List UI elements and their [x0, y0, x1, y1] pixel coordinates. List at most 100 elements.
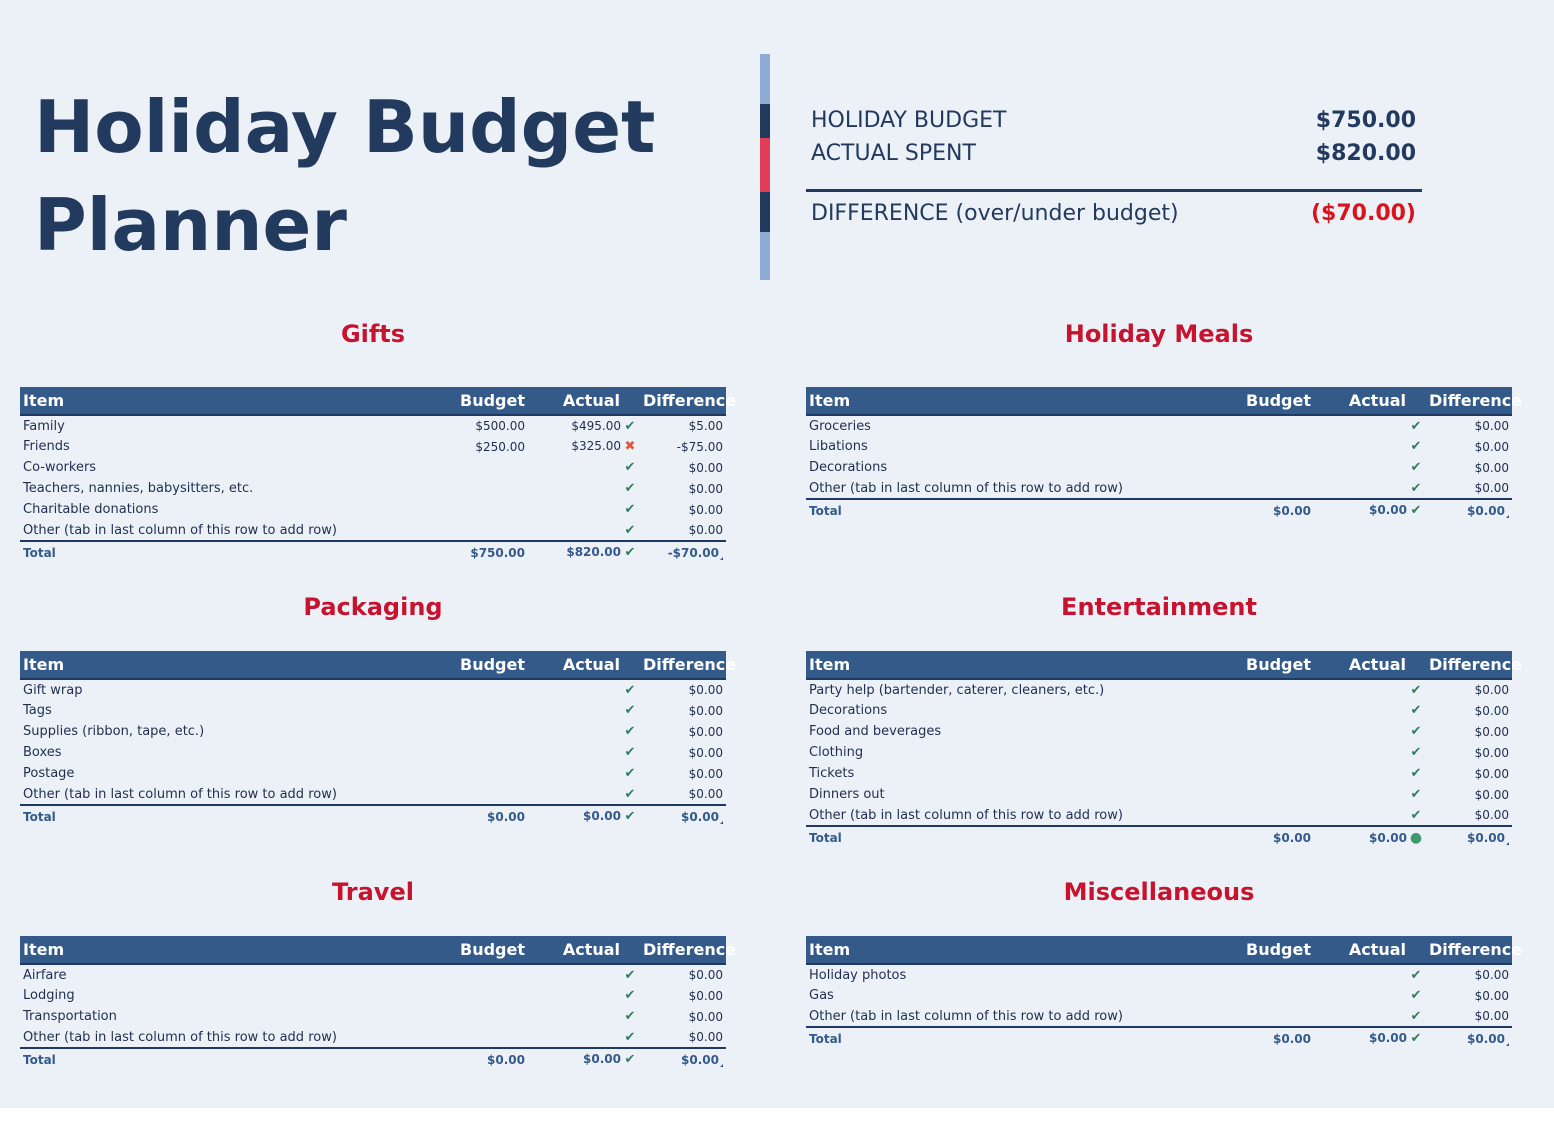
summary-spent-value[interactable]: $820.00	[1315, 141, 1416, 166]
actual-cell[interactable]: ✔	[1314, 436, 1426, 457]
budget-cell[interactable]: $250.00	[475, 439, 525, 454]
budget-cell[interactable]	[1236, 742, 1314, 763]
difference-cell[interactable]: $0.00	[640, 1027, 726, 1049]
column-header-item[interactable]: Item	[806, 387, 1236, 416]
difference-cell[interactable]: $0.00	[688, 766, 723, 781]
item-cell[interactable]: Family	[23, 418, 65, 434]
column-header-item[interactable]: Item	[806, 936, 1236, 965]
actual-cell[interactable]: ✔	[528, 985, 640, 1006]
budget-cell[interactable]	[450, 499, 528, 520]
budget-cell[interactable]	[450, 985, 528, 1006]
item-cell[interactable]: Gift wrap	[23, 682, 83, 698]
difference-cell[interactable]: $0.00	[1474, 683, 1509, 697]
actual-cell[interactable]: ✔	[528, 499, 640, 520]
budget-cell[interactable]	[1236, 784, 1314, 805]
actual-cell[interactable]: ✔	[1314, 784, 1426, 805]
budget-cell[interactable]: $500.00	[475, 419, 525, 433]
actual-cell[interactable]: ✔	[528, 1027, 640, 1049]
item-cell[interactable]: Transportation	[23, 1009, 117, 1024]
item-cell[interactable]: Postage	[23, 766, 75, 781]
actual-cell[interactable]: $325.00 ✖	[528, 436, 640, 457]
difference-cell[interactable]: $0.00	[1474, 724, 1509, 739]
budget-cell[interactable]	[1236, 679, 1314, 700]
column-header-budget[interactable]: Budget	[450, 387, 528, 416]
column-header-actual[interactable]: Actual	[528, 936, 640, 965]
column-header-budget[interactable]: Budget	[1236, 936, 1314, 965]
difference-cell[interactable]: $0.00	[1426, 805, 1512, 827]
difference-cell[interactable]: $0.00	[688, 988, 723, 1003]
item-cell[interactable]: Co-workers	[23, 460, 97, 475]
budget-cell[interactable]	[450, 457, 528, 478]
item-cell[interactable]: Other (tab in last column of this row to…	[806, 805, 1236, 827]
difference-cell[interactable]: $0.00	[1474, 439, 1509, 454]
budget-cell[interactable]	[1236, 964, 1314, 985]
item-cell[interactable]: Clothing	[809, 745, 864, 760]
actual-cell[interactable]: ✔	[1314, 415, 1426, 436]
difference-cell[interactable]: $0.00	[688, 460, 723, 475]
item-cell[interactable]: Holiday photos	[809, 967, 907, 983]
budget-cell[interactable]	[1236, 721, 1314, 742]
item-cell[interactable]: Friends	[23, 439, 70, 454]
actual-cell[interactable]: ✔	[1314, 721, 1426, 742]
actual-cell[interactable]: ✔	[1314, 1006, 1426, 1028]
actual-cell[interactable]: ✔	[1314, 478, 1426, 500]
actual-cell[interactable]: ✔	[1314, 763, 1426, 784]
budget-cell[interactable]	[450, 1006, 528, 1027]
budget-cell[interactable]	[1236, 415, 1314, 436]
difference-cell[interactable]: $0.00	[1474, 419, 1509, 433]
difference-cell[interactable]: $0.00	[688, 724, 723, 739]
item-cell[interactable]: Other (tab in last column of this row to…	[806, 478, 1236, 500]
difference-cell[interactable]: $0.00	[1474, 703, 1509, 718]
difference-cell[interactable]: $0.00	[640, 784, 726, 806]
column-header-item[interactable]: Item	[20, 936, 450, 965]
difference-cell[interactable]: -$75.00	[676, 439, 723, 454]
column-header-difference[interactable]: Difference	[640, 936, 736, 965]
difference-cell[interactable]: $0.00	[688, 703, 723, 718]
item-cell[interactable]: Other (tab in last column of this row to…	[20, 1027, 450, 1049]
item-cell[interactable]: Party help (bartender, caterer, cleaners…	[809, 682, 1105, 698]
summary-budget-value[interactable]: $750.00	[1315, 108, 1416, 133]
item-cell[interactable]: Gas	[809, 988, 834, 1003]
column-header-difference[interactable]: Difference	[640, 387, 736, 416]
budget-cell[interactable]	[1236, 1006, 1314, 1028]
item-cell[interactable]: Boxes	[23, 745, 62, 760]
item-cell[interactable]: Dinners out	[809, 787, 885, 802]
column-header-budget[interactable]: Budget	[450, 651, 528, 680]
actual-cell[interactable]: ✔	[1314, 805, 1426, 827]
item-cell[interactable]: Tickets	[809, 766, 855, 781]
difference-cell[interactable]: $0.00	[1474, 745, 1509, 760]
actual-cell[interactable]: ✔	[1314, 964, 1426, 985]
difference-cell[interactable]: $0.00	[688, 1009, 723, 1024]
budget-cell[interactable]	[450, 742, 528, 763]
item-cell[interactable]: Tags	[23, 703, 52, 718]
actual-cell[interactable]: ✔	[528, 679, 640, 700]
difference-cell[interactable]: $0.00	[1474, 460, 1509, 475]
actual-cell[interactable]: ✔	[1314, 457, 1426, 478]
budget-cell[interactable]	[450, 964, 528, 985]
column-header-budget[interactable]: Budget	[1236, 387, 1314, 416]
difference-cell[interactable]: $0.00	[1474, 988, 1509, 1003]
actual-cell[interactable]: ✔	[1314, 700, 1426, 721]
item-cell[interactable]: Other (tab in last column of this row to…	[806, 1006, 1236, 1028]
actual-cell[interactable]: ✔	[1314, 985, 1426, 1006]
actual-cell[interactable]: ✔	[528, 520, 640, 542]
summary-difference-value[interactable]: ($70.00)	[1310, 201, 1416, 226]
actual-cell[interactable]: ✔	[528, 700, 640, 721]
column-header-actual[interactable]: Actual	[1314, 936, 1426, 965]
difference-cell[interactable]: $0.00	[688, 968, 723, 982]
column-header-item[interactable]: Item	[20, 387, 450, 416]
column-header-budget[interactable]: Budget	[450, 936, 528, 965]
budget-cell[interactable]	[450, 763, 528, 784]
actual-cell[interactable]: ✔	[1314, 742, 1426, 763]
budget-cell[interactable]	[450, 1027, 528, 1049]
column-header-actual[interactable]: Actual	[1314, 651, 1426, 680]
actual-cell[interactable]: $495.00 ✔	[528, 415, 640, 436]
actual-cell[interactable]: ✔	[528, 457, 640, 478]
item-cell[interactable]: Libations	[809, 439, 868, 454]
difference-cell[interactable]: $0.00	[688, 481, 723, 496]
budget-cell[interactable]	[1236, 478, 1314, 500]
budget-cell[interactable]	[1236, 805, 1314, 827]
item-cell[interactable]: Teachers, nannies, babysitters, etc.	[23, 481, 254, 496]
column-header-item[interactable]: Item	[806, 651, 1236, 680]
column-header-budget[interactable]: Budget	[1236, 651, 1314, 680]
